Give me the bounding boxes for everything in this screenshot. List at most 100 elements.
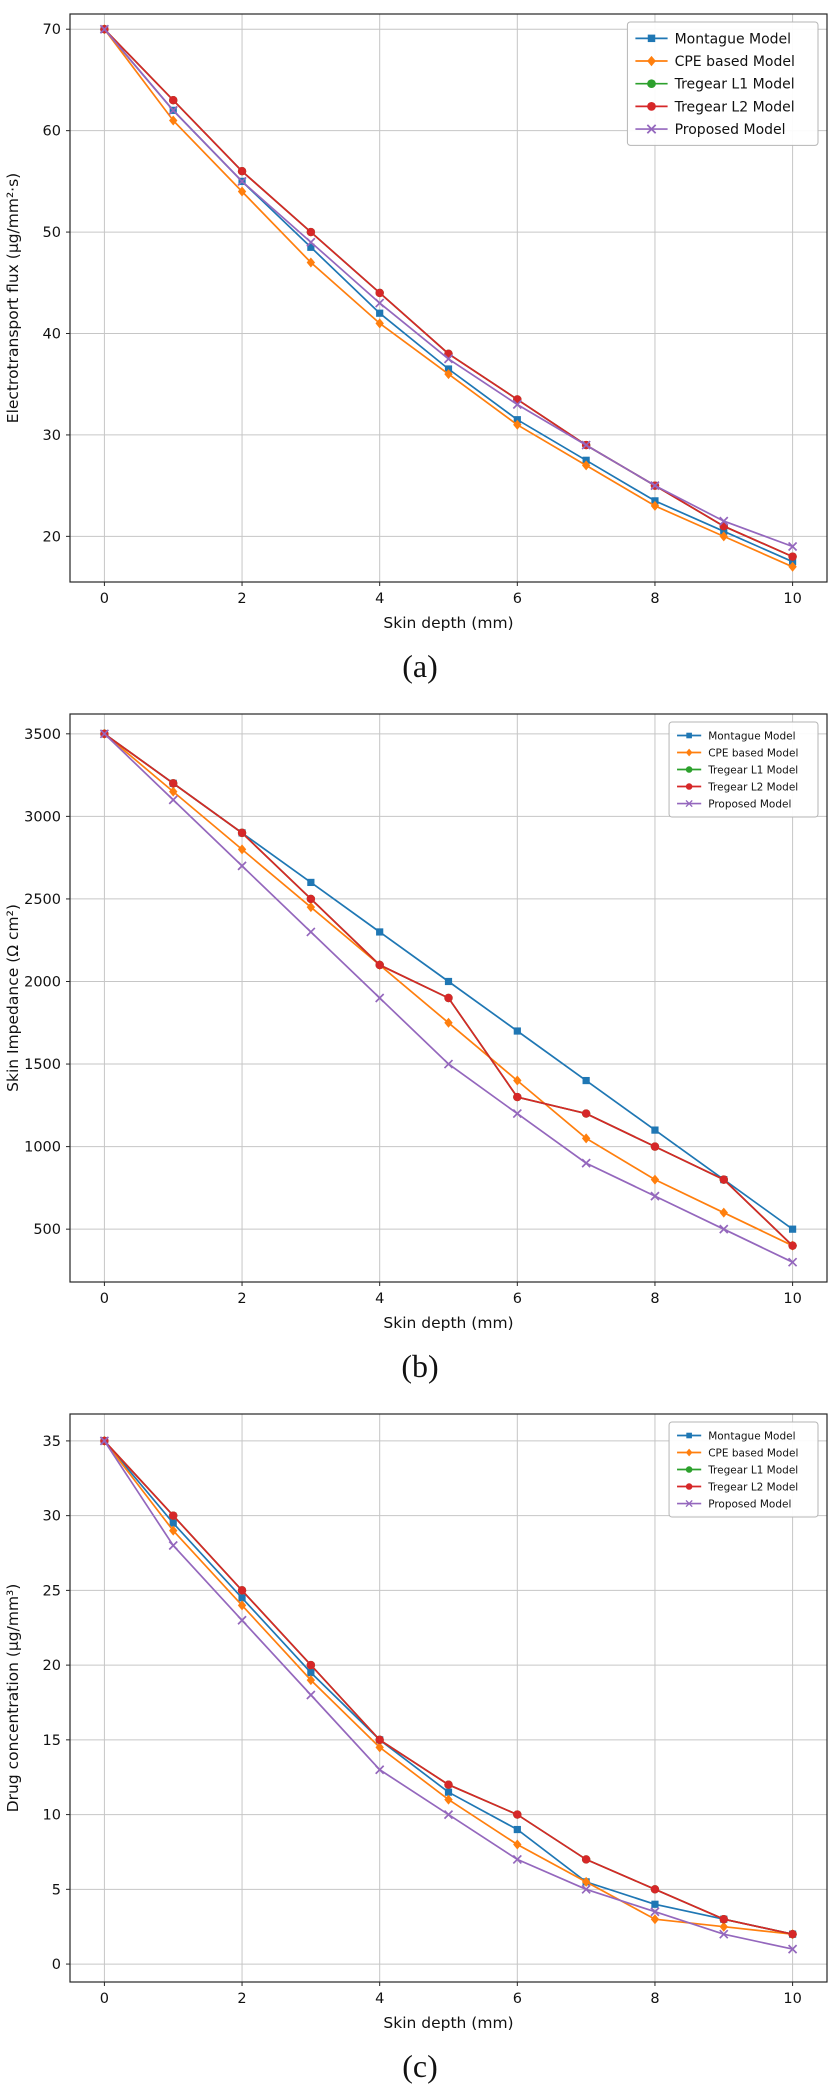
- plot-border: [69, 13, 828, 583]
- legend-label: Tregear L1 Model: [707, 764, 798, 776]
- legend: Montague Model CPE based Model Tregear L1 …: [626, 21, 819, 146]
- y-tick-label: 1000: [24, 1140, 61, 1156]
- x-axis-label: Skin depth (mm): [383, 614, 513, 632]
- legend-label: Proposed Model: [708, 1498, 791, 1510]
- y-tick-label: 3000: [24, 809, 61, 825]
- legend-label: Montague Model: [708, 730, 795, 742]
- y-axis-label: Drug concentration (µg/mm³): [4, 1584, 22, 1813]
- y-axis-label: Skin Impedance (Ω cm²): [4, 904, 22, 1092]
- legend-entry-tregear-l1-model: Tregear L1 Model: [635, 77, 795, 93]
- legend-entry-tregear-l2-model: Tregear L2 Model: [677, 1481, 798, 1493]
- legend-entry-tregear-l1-model: Tregear L1 Model: [677, 1464, 798, 1476]
- chart-b-canvas: 0 2 4 6 8 10 500 1000 1500 2000 2500 3000 3500 Skin d…: [0, 700, 840, 1340]
- legend-box: [626, 21, 819, 146]
- legend-entry-cpe-based-model: CPE based Model: [677, 747, 798, 759]
- x-tick-label: 0: [100, 591, 109, 607]
- legend-label: CPE based Model: [708, 747, 798, 759]
- plot-border: [69, 1413, 828, 1983]
- x-tick-label: 2: [237, 591, 246, 607]
- series-proposed-model: [99, 729, 798, 1267]
- axis-ticks: 0 2 4 6 8 10 20 30 40 50 60 70: [43, 22, 802, 607]
- x-tick-label: 10: [783, 1291, 801, 1307]
- series-proposed-model: [99, 1436, 798, 1954]
- figure-b-caption: (b): [401, 1348, 439, 1384]
- legend-entry-cpe-based-model: CPE based Model: [677, 1447, 798, 1459]
- y-tick-label: 35: [43, 1434, 61, 1450]
- legend-entry-montague-model: Montague Model: [677, 730, 796, 742]
- legend-entry-montague-model: Montague Model: [635, 31, 791, 47]
- y-tick-label: 2000: [24, 974, 61, 990]
- figure-c-caption: (c): [402, 2048, 438, 2084]
- x-tick-label: 4: [375, 591, 384, 607]
- x-tick-label: 2: [237, 1991, 246, 2007]
- figure-c: 0 2 4 6 8 10 0 5 10 15 20 25 30 35 Skin depth (mm) Drug…: [0, 1400, 840, 2100]
- y-tick-label: 3500: [24, 727, 61, 743]
- y-tick-label: 15: [43, 1733, 61, 1749]
- x-tick-label: 10: [783, 1991, 801, 2007]
- chart-b-svg: 0 2 4 6 8 10 500 1000 1500 2000 2500 3000 3500 Skin d…: [0, 700, 840, 1340]
- y-tick-label: 20: [43, 529, 61, 545]
- x-tick-label: 4: [375, 1991, 384, 2007]
- x-tick-label: 0: [100, 1291, 109, 1307]
- legend-label: Montague Model: [708, 1430, 795, 1442]
- legend-label: Montague Model: [675, 31, 791, 47]
- series-cpe-based-model: [100, 24, 797, 572]
- y-tick-label: 70: [43, 22, 61, 38]
- legend-label: Proposed Model: [675, 122, 786, 138]
- series-proposed-model: [99, 24, 798, 552]
- x-tick-label: 8: [650, 591, 659, 607]
- y-tick-label: 1500: [24, 1057, 61, 1073]
- legend-entry-tregear-l2-model: Tregear L2 Model: [677, 781, 798, 793]
- legend-label: Tregear L2 Model: [707, 781, 798, 793]
- legend-entry-proposed-model: Proposed Model: [635, 122, 786, 138]
- series-tregear-l2-model: [100, 1436, 797, 1939]
- legend-entry-montague-model: Montague Model: [677, 1430, 796, 1442]
- chart-a-canvas: 0 2 4 6 8 10 20 30 40 50 60 70 Skin depth (mm) Electr…: [0, 0, 840, 640]
- y-tick-label: 0: [52, 1957, 61, 1973]
- grid-lines: [70, 1414, 827, 1982]
- axis-ticks: 0 2 4 6 8 10 500 1000 1500 2000 2500 3000 3500: [24, 727, 802, 1307]
- legend-entry-proposed-model: Proposed Model: [677, 1498, 791, 1510]
- legend-label: Tregear L1 Model: [674, 77, 795, 93]
- chart-a-svg: 0 2 4 6 8 10 20 30 40 50 60 70 Skin depth (mm) Electr…: [0, 0, 840, 640]
- x-tick-label: 6: [513, 1991, 522, 2007]
- y-tick-label: 30: [43, 428, 61, 444]
- legend-label: CPE based Model: [708, 1447, 798, 1459]
- legend-label: Proposed Model: [708, 798, 791, 810]
- legend-label: Tregear L2 Model: [707, 1481, 798, 1493]
- x-tick-label: 6: [513, 591, 522, 607]
- x-tick-label: 10: [783, 591, 801, 607]
- plot-border: [69, 713, 828, 1283]
- legend-box: [668, 1421, 819, 1518]
- y-tick-label: 10: [43, 1808, 61, 1824]
- y-tick-label: 50: [43, 225, 61, 241]
- legend-entry-tregear-l1-model: Tregear L1 Model: [677, 764, 798, 776]
- y-axis-label: Electrotransport flux (µg/mm²·s): [4, 173, 22, 423]
- legend-label: Tregear L1 Model: [707, 1464, 798, 1476]
- x-axis-label: Skin depth (mm): [383, 2014, 513, 2032]
- figure-a-caption: (a): [402, 648, 438, 684]
- legend-entry-tregear-l2-model: Tregear L2 Model: [635, 99, 795, 115]
- x-tick-label: 6: [513, 1291, 522, 1307]
- y-tick-label: 60: [43, 124, 61, 140]
- x-axis-label: Skin depth (mm): [383, 1314, 513, 1332]
- figure-b: 0 2 4 6 8 10 500 1000 1500 2000 2500 3000 3500 Skin d…: [0, 700, 840, 1400]
- figure-a: 0 2 4 6 8 10 20 30 40 50 60 70 Skin depth (mm) Electr…: [0, 0, 840, 700]
- x-tick-label: 4: [375, 1291, 384, 1307]
- y-tick-label: 5: [52, 1882, 61, 1898]
- x-tick-label: 2: [237, 1291, 246, 1307]
- legend-label: CPE based Model: [675, 54, 795, 70]
- legend-label: Tregear L2 Model: [674, 99, 795, 115]
- legend-box: [668, 721, 819, 818]
- x-tick-label: 0: [100, 1991, 109, 2007]
- series-tregear-l2-model: [100, 729, 797, 1250]
- y-tick-label: 20: [43, 1658, 61, 1674]
- legend: Montague Model CPE based Model Tregear L1 …: [668, 1421, 819, 1518]
- legend: Montague Model CPE based Model Tregear L1 …: [668, 721, 819, 818]
- x-tick-label: 8: [650, 1291, 659, 1307]
- legend-entry-proposed-model: Proposed Model: [677, 798, 791, 810]
- y-tick-label: 25: [43, 1583, 61, 1599]
- y-tick-label: 30: [43, 1509, 61, 1525]
- chart-c-svg: 0 2 4 6 8 10 0 5 10 15 20 25 30 35 Skin depth (mm) Drug…: [0, 1400, 840, 2040]
